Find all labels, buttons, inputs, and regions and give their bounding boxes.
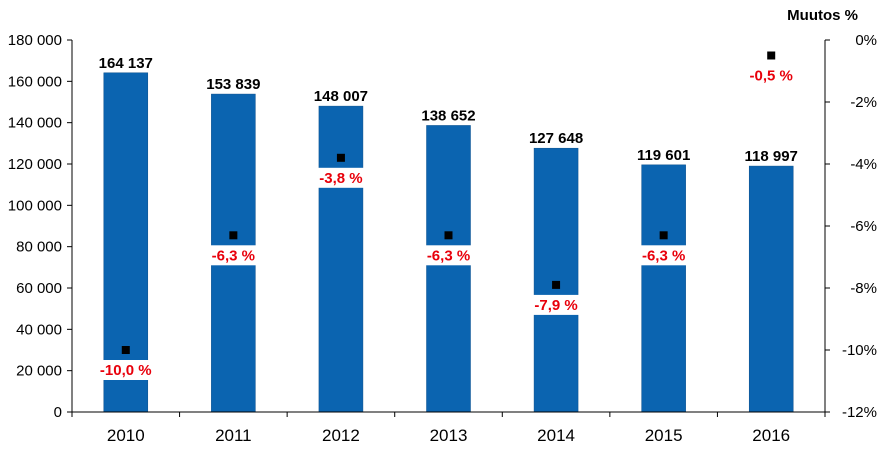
percent-point-2011 — [229, 231, 238, 240]
value-label-2015: 119 601 — [637, 147, 690, 164]
right-axis-tick-label: 0% — [855, 32, 877, 49]
percent-label-bg-2011 — [204, 245, 262, 266]
percent-label-bg-2016 — [742, 65, 800, 86]
value-label-group: 164 137 153 839 148 007 138 652 127 648 119 6… — [99, 55, 798, 165]
left-axis-tick-label: 0 — [54, 404, 62, 421]
x-axis-tick-label: 2010 — [107, 426, 145, 445]
bar-2015 — [641, 164, 686, 413]
bar-2010 — [103, 72, 149, 413]
x-axis-tick-label: 2014 — [537, 426, 575, 445]
bar-2013 — [426, 125, 471, 413]
left-axis-tick-label: 60 000 — [16, 280, 62, 297]
right-axis-tick-label: -4% — [850, 156, 877, 173]
right-axis-tick-label: -2% — [850, 94, 877, 111]
percent-point-group — [121, 51, 776, 354]
bar-group — [103, 72, 794, 413]
percent-label-2016: -0,5 % — [750, 68, 793, 85]
value-label-2010: 164 137 — [99, 55, 153, 72]
right-axis-tick-label: -6% — [850, 218, 877, 235]
right-axis-tick-label: -8% — [850, 280, 877, 297]
left-axis-tick-label: 20 000 — [16, 363, 62, 380]
percent-label-2015: -6,3 % — [642, 247, 685, 264]
percent-label-bg-2015 — [635, 245, 693, 266]
axes: 0 20 000 40 000 60 000 80 000 100 000 120 000 1… — [8, 32, 877, 445]
percent-point-2010 — [121, 346, 130, 354]
percent-label-bg-2012 — [312, 167, 370, 188]
value-label-2016: 118 997 — [745, 148, 798, 165]
x-axis-tick-label: 2016 — [752, 426, 790, 445]
left-axis-tick-label: 100 000 — [8, 197, 62, 214]
percent-label-2014: -7,9 % — [534, 297, 577, 314]
percent-label-2010: -10,0 % — [100, 362, 152, 379]
percent-label-2013: -6,3 % — [427, 247, 470, 264]
percent-point-2016 — [767, 51, 776, 60]
x-axis-tick-label: 2013 — [430, 426, 468, 445]
right-axis-tick-label: -10% — [842, 342, 877, 359]
x-axis-tick-label: 2011 — [215, 426, 252, 445]
x-axis-tick-label: 2015 — [645, 426, 683, 445]
value-label-2013: 138 652 — [421, 107, 475, 124]
x-axis-tick-label: 2012 — [322, 426, 360, 445]
value-label-2012: 148 007 — [314, 88, 368, 105]
bar-2012 — [318, 105, 364, 413]
percent-label-bg-2014 — [527, 294, 585, 315]
percent-point-2012 — [336, 153, 345, 162]
right-axis-tick-label: -12% — [842, 404, 877, 421]
percent-label-2012: -3,8 % — [319, 170, 362, 187]
percent-point-2013 — [444, 231, 453, 240]
left-axis-tick-label: 40 000 — [16, 321, 62, 338]
left-axis-tick-label: 160 000 — [8, 73, 62, 90]
percent-label-group: -10,0 % -6,3 % -3,8 % -6,3 % -7,9 % -6,3 % -0,… — [93, 65, 800, 380]
bar-2014 — [533, 147, 579, 413]
percent-point-2015 — [659, 231, 668, 240]
value-label-2014: 127 648 — [529, 130, 583, 147]
value-label-2011: 153 839 — [206, 76, 260, 93]
left-axis-tick-label: 120 000 — [8, 156, 62, 173]
left-axis-tick-label: 140 000 — [8, 115, 62, 132]
percent-label-2011: -6,3 % — [212, 247, 255, 264]
left-axis-tick-label: 180 000 — [8, 32, 62, 49]
percent-label-bg-2010 — [93, 360, 159, 380]
percent-label-bg-2013 — [419, 245, 478, 266]
left-axis-tick-label: 80 000 — [16, 239, 62, 256]
right-axis-title: Muutos % — [787, 7, 858, 24]
bar-2016 — [748, 165, 794, 413]
percent-point-2014 — [552, 280, 561, 289]
